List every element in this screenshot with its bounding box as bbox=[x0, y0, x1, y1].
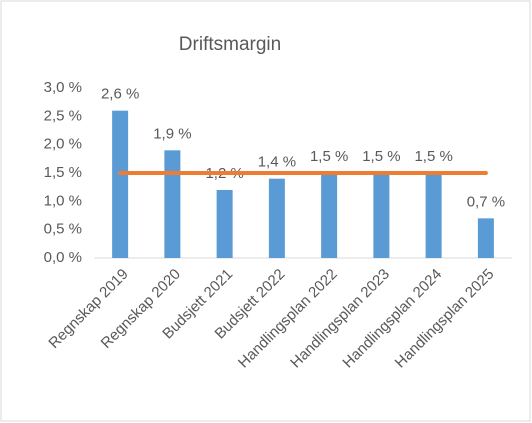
data-label: 1,4 % bbox=[258, 154, 296, 171]
y-tick-label: 1,0 % bbox=[44, 192, 82, 209]
bar bbox=[425, 173, 442, 258]
data-label: 1,5 % bbox=[310, 148, 348, 165]
chart-title: Driftsmargin bbox=[179, 34, 281, 55]
y-tick-label: 3,0 % bbox=[44, 79, 82, 96]
data-label: 1,9 % bbox=[153, 125, 191, 142]
y-tick-label: 0,5 % bbox=[44, 221, 82, 238]
bar bbox=[321, 173, 338, 258]
bar bbox=[216, 190, 233, 258]
data-label: 2,6 % bbox=[101, 86, 139, 103]
bar bbox=[477, 218, 494, 258]
data-label: 1,5 % bbox=[362, 148, 400, 165]
data-label: 0,7 % bbox=[467, 193, 505, 210]
y-tick-label: 2,5 % bbox=[44, 107, 82, 124]
bar bbox=[164, 150, 181, 258]
y-tick-label: 2,0 % bbox=[44, 136, 82, 153]
bar bbox=[112, 110, 129, 259]
y-tick-label: 0,0 % bbox=[44, 249, 82, 266]
data-label: 1,5 % bbox=[414, 148, 452, 165]
bar bbox=[373, 173, 390, 258]
y-tick-label: 1,5 % bbox=[44, 164, 82, 181]
bar bbox=[268, 178, 285, 258]
